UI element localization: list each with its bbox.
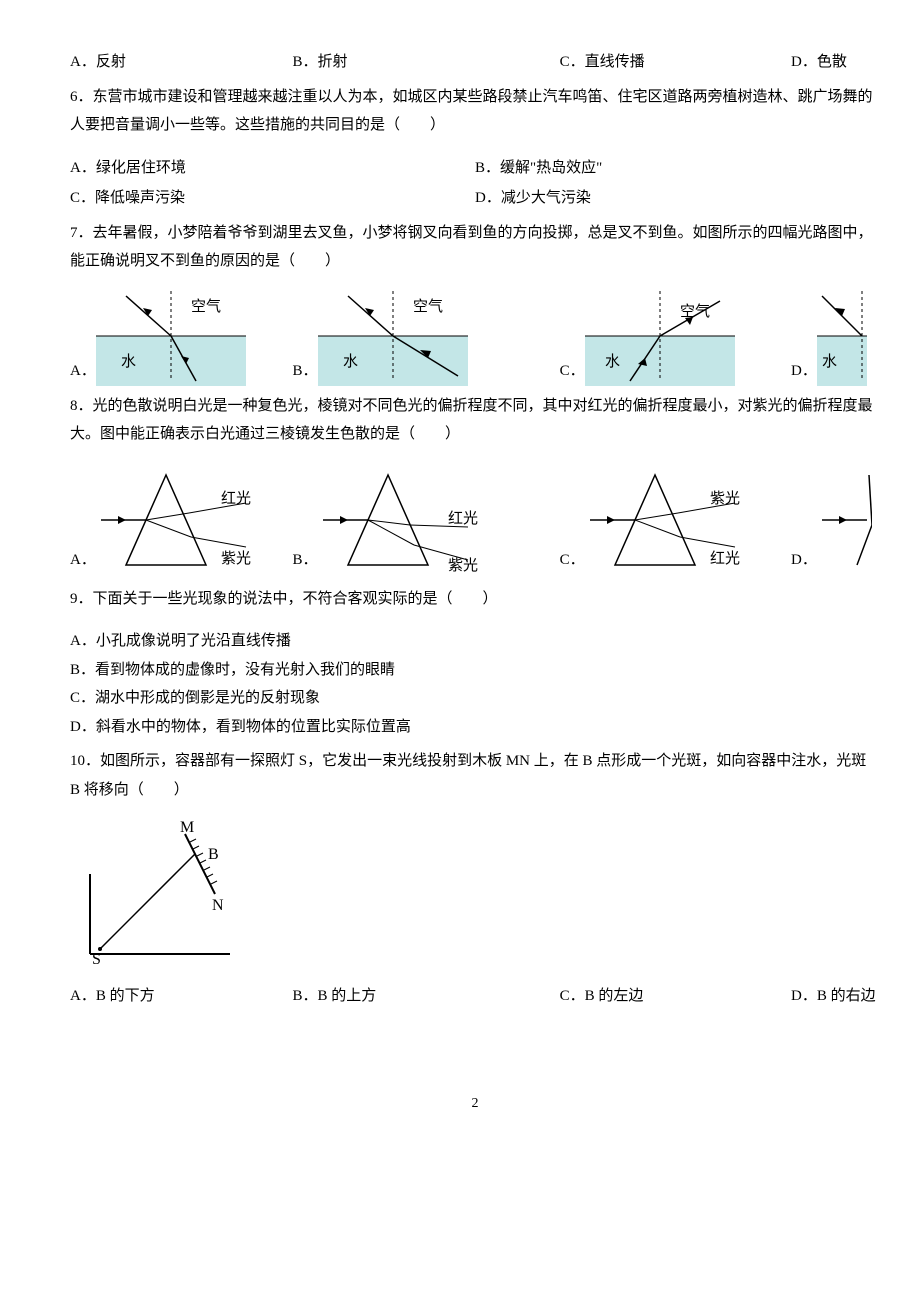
q10-options: A．B 的下方 B．B 的上方 C．B 的左边 D．B 的右边: [70, 982, 880, 1011]
q7-text: 7．去年暑假，小梦陪着爷爷到湖里去叉鱼，小梦将钢叉向看到鱼的方向投掷，总是叉不到…: [70, 219, 880, 276]
q5-options: A．反射 B．折射 C．直线传播 D．色散: [70, 48, 880, 77]
q7-fig-a: 空气 水: [96, 286, 246, 386]
q6-opt-d: D．减少大气污染: [475, 184, 880, 213]
svg-text:红光: 红光: [710, 550, 740, 567]
q5-opt-d: D．色散: [791, 48, 880, 77]
q8-a-label: A．: [70, 546, 96, 575]
q7-c-label: C．: [560, 357, 585, 386]
q10-opt-d: D．B 的右边: [791, 982, 880, 1011]
q7-fig-b: 空气 水: [318, 286, 468, 386]
q8-fig-c: 紫光 红光: [585, 465, 765, 575]
svg-text:N: N: [212, 897, 224, 914]
q8-opt-c: C． 紫光 红光: [560, 465, 791, 575]
q6-row1: A．绿化居住环境 B．缓解"热岛效应": [70, 154, 880, 183]
svg-text:紫光: 紫光: [221, 550, 251, 567]
q6-opt-b: B．缓解"热岛效应": [475, 154, 880, 183]
q10-opt-b: B．B 的上方: [293, 982, 560, 1011]
svg-text:B: B: [208, 846, 219, 863]
svg-text:红光: 红光: [221, 490, 251, 507]
svg-text:红光: 红光: [448, 510, 478, 527]
q6-row2: C．降低噪声污染 D．减少大气污染: [70, 184, 880, 213]
q8-fig-a: 红光 紫光: [96, 465, 276, 575]
q7-d-label: D．: [791, 357, 817, 386]
svg-text:紫光: 紫光: [710, 490, 740, 507]
page-number: 2: [70, 1091, 880, 1118]
svg-text:水: 水: [605, 353, 620, 370]
q7-fig-c: 空气 水: [585, 286, 735, 386]
q8-fig-b: 红光 紫光: [318, 465, 498, 575]
q10-opt-a: A．B 的下方: [70, 982, 293, 1011]
q7-opt-a: A． 空气 水: [70, 286, 293, 386]
q7-fig-d: 水: [817, 286, 867, 386]
q8-fig-d: [817, 465, 872, 575]
q10-opt-c: C．B 的左边: [560, 982, 791, 1011]
q7-a-label: A．: [70, 357, 96, 386]
q5-opt-c: C．直线传播: [560, 48, 791, 77]
svg-text:水: 水: [121, 353, 136, 370]
q8-c-label: C．: [560, 546, 585, 575]
q9-opt-d: D．斜看水中的物体，看到物体的位置比实际位置高: [70, 713, 880, 742]
q8-opt-b: B． 红光 紫光: [293, 465, 560, 575]
q8-b-label: B．: [293, 546, 318, 575]
q7-opt-b: B． 空气 水: [293, 286, 560, 386]
svg-text:空气: 空气: [413, 298, 443, 315]
q5-opt-b: B．折射: [293, 48, 560, 77]
svg-text:空气: 空气: [191, 298, 221, 315]
q9-opt-a: A．小孔成像说明了光沿直线传播: [70, 627, 880, 656]
svg-text:水: 水: [822, 353, 837, 370]
q8-opt-d: D．: [791, 465, 880, 575]
q8-d-label: D．: [791, 546, 817, 575]
q8-opt-a: A． 红光 紫光: [70, 465, 293, 575]
q6-opt-a: A．绿化居住环境: [70, 154, 475, 183]
q7-opt-d: D． 水: [791, 286, 880, 386]
q9-opt-c: C．湖水中形成的倒影是光的反射现象: [70, 684, 880, 713]
q8-text: 8．光的色散说明白光是一种复色光，棱镜对不同色光的偏折程度不同，其中对红光的偏折…: [70, 392, 880, 449]
svg-text:紫光: 紫光: [448, 557, 478, 574]
q6-opt-c: C．降低噪声污染: [70, 184, 475, 213]
q5-opt-a: A．反射: [70, 48, 293, 77]
svg-text:水: 水: [343, 353, 358, 370]
q7-b-label: B．: [293, 357, 318, 386]
svg-text:空气: 空气: [680, 303, 710, 320]
svg-text:M: M: [180, 819, 194, 836]
q8-figs: A． 红光 紫光 B．: [70, 465, 880, 575]
q6-text: 6．东营市城市建设和管理越来越注重以人为本，如城区内某些路段禁止汽车鸣笛、住宅区…: [70, 83, 880, 140]
q7-opt-c: C． 空气 水: [560, 286, 791, 386]
q9-opt-b: B．看到物体成的虚像时，没有光射入我们的眼睛: [70, 656, 880, 685]
q9-text: 9．下面关于一些光现象的说法中，不符合客观实际的是（ ）: [70, 585, 880, 614]
svg-text:S: S: [92, 951, 101, 964]
q7-figs: A． 空气 水 B．: [70, 286, 880, 386]
q10-fig: M B N S: [80, 814, 880, 964]
q10-text: 10．如图所示，容器部有一探照灯 S，它发出一束光线投射到木板 MN 上，在 B…: [70, 747, 880, 804]
